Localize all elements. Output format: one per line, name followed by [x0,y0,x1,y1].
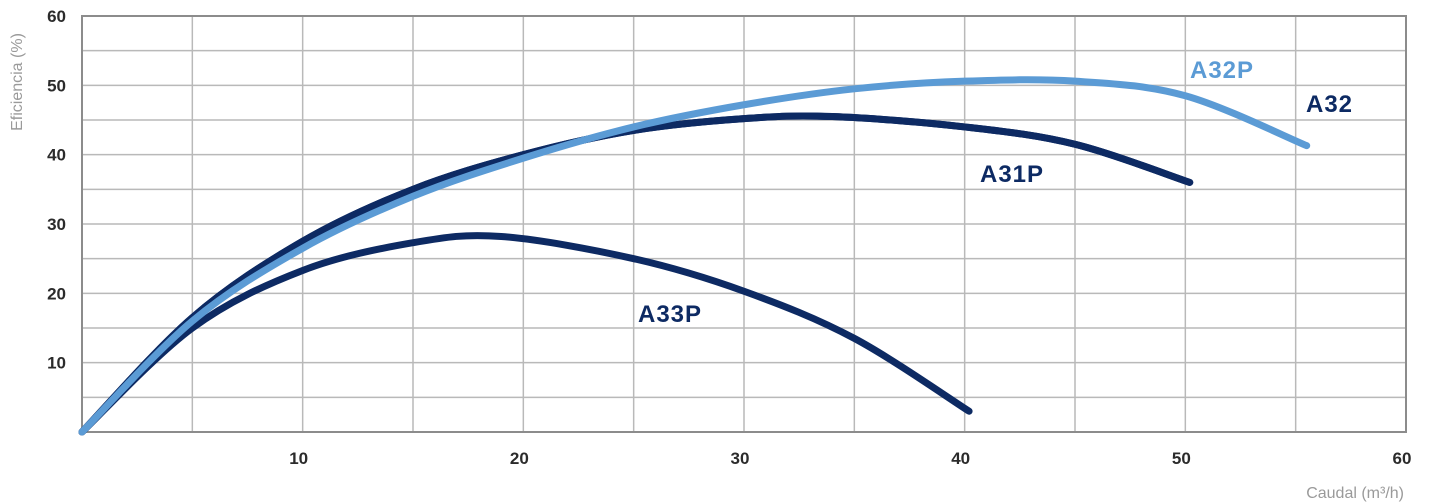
series-label-a32: A32 [1306,91,1353,118]
series-label-a32p: A32P [1190,57,1254,84]
x-tick-label: 20 [510,449,529,468]
y-tick-label: 20 [47,284,66,303]
series-label-a33p: A33P [638,301,702,328]
series-line-a33p [78,232,973,436]
plot-frame [81,15,1407,433]
x-tick-label: 60 [1393,449,1412,468]
y-tick-label: 60 [47,7,66,26]
axis-titles: Eficiencia (%) Caudal (m³/h) [9,33,1404,502]
tick-labels: 10 20 30 40 50 60 10 20 30 40 50 60 [47,7,1411,468]
y-tick-label: 30 [47,215,66,234]
grid [81,15,1407,433]
x-tick-label: 30 [731,449,750,468]
series-line-a32p [78,76,1311,436]
x-axis-label: Caudal (m³/h) [1306,485,1404,502]
y-axis-label: Eficiencia (%) [9,33,26,131]
x-tick-label: 40 [951,449,970,468]
series-lines [78,76,1311,436]
y-tick-label: 40 [47,146,66,165]
x-tick-label: 50 [1172,449,1191,468]
series-labels: A32P A32 A31P A33P [638,57,1353,328]
y-tick-label: 10 [47,354,66,373]
y-tick-label: 50 [47,76,66,95]
x-tick-label: 10 [289,449,308,468]
series-label-a31p: A31P [980,161,1044,188]
